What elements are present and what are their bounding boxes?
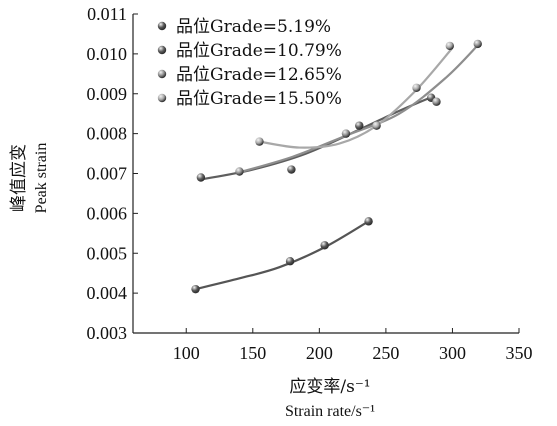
data-point-series-3 <box>432 97 441 106</box>
legend-marker-series-1 <box>157 21 167 31</box>
legend-marker-series-4 <box>157 93 167 103</box>
x-tick-label: 200 <box>306 343 333 363</box>
data-point-series-3 <box>341 129 351 138</box>
data-point-series-1 <box>285 257 295 266</box>
data-point-series-3 <box>473 39 482 49</box>
legend-label-series-2: 品位Grade=10.79% <box>176 41 342 61</box>
data-point-series-1 <box>320 241 329 250</box>
data-point-series-2 <box>355 121 364 130</box>
y-tick-label: 0.009 <box>87 84 128 104</box>
x-axis-title-cn: 应变率/s⁻¹ <box>289 377 370 397</box>
y-tick-label: 0.006 <box>87 203 128 223</box>
x-tick-label: 350 <box>506 343 533 363</box>
legend: 品位Grade=5.19% 品位Grade=10.79% 品位Grade=12.65… <box>157 17 342 109</box>
tick-labels: 0.003 0.004 0.005 0.006 0.007 0.008 0.009 0.010… <box>87 4 533 363</box>
data-point-series-2 <box>287 165 296 174</box>
x-tick-label: 300 <box>439 343 466 363</box>
y-axis-title-en: Peak strain <box>33 143 50 214</box>
data-point-series-3 <box>235 167 244 176</box>
y-tick-label: 0.007 <box>87 164 128 184</box>
chart-frame <box>132 13 520 334</box>
y-tick-label: 0.008 <box>87 124 128 144</box>
x-tick-label: 150 <box>239 343 266 363</box>
data-point-series-4 <box>412 83 421 92</box>
x-tick-label: 100 <box>173 343 200 363</box>
y-tick-label: 0.005 <box>87 243 128 263</box>
legend-marker-series-3 <box>157 69 167 79</box>
x-axis-title-en: Strain rate/s⁻¹ <box>285 403 375 420</box>
x-tick-label: 250 <box>372 343 399 363</box>
data-points <box>191 39 482 294</box>
y-tick-label: 0.003 <box>87 323 128 343</box>
y-tick-label: 0.010 <box>87 44 128 64</box>
y-tick-label: 0.011 <box>87 4 127 24</box>
fit-curve-series-1 <box>195 220 370 291</box>
legend-label-series-4: 品位Grade=15.50% <box>176 89 342 109</box>
data-point-series-1 <box>364 217 373 226</box>
data-point-series-4 <box>445 41 454 51</box>
data-point-series-2 <box>196 173 206 182</box>
data-point-series-4 <box>255 137 264 146</box>
legend-marker-series-2 <box>157 45 167 55</box>
y-tick-label: 0.004 <box>87 283 128 303</box>
data-point-series-1 <box>191 284 200 294</box>
legend-label-series-1: 品位Grade=5.19% <box>176 17 331 37</box>
y-axis-title-cn: 峰值应变 <box>9 144 29 212</box>
data-point-series-4 <box>372 121 381 130</box>
legend-label-series-3: 品位Grade=12.65% <box>176 65 342 85</box>
